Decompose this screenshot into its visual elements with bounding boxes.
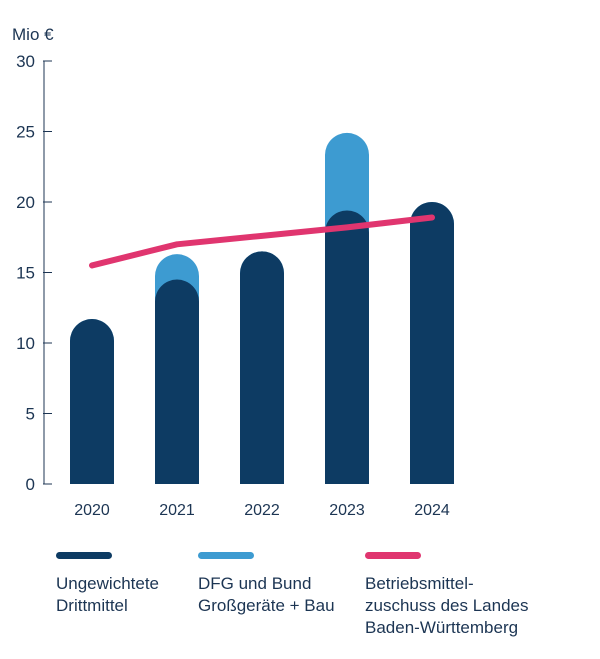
line-betriebsmittel: [89, 214, 435, 269]
legend-swatch-dfg-bund: [198, 552, 254, 559]
legend-label-drittmittel: Ungewichtete Drittmittel: [56, 574, 160, 615]
y-tick-label-30: 30: [16, 52, 35, 71]
x-tick-label-2022: 2022: [244, 502, 280, 519]
bar-drittmittel-2021: [155, 279, 199, 484]
legend-item-drittmittel: Ungewichtete Drittmittel: [56, 552, 159, 617]
y-tick-label-5: 5: [26, 405, 35, 424]
x-tick-label-2023: 2023: [329, 502, 365, 519]
legend-label-betriebsmittel: Betriebsmittel- zuschuss des Landes Bade…: [365, 574, 529, 637]
y-unit-label: Mio €: [12, 25, 54, 44]
y-tick-label-20: 20: [16, 193, 35, 212]
y-tick-label-10: 10: [16, 334, 35, 353]
bar-drittmittel-2024: [410, 202, 454, 484]
bar-drittmittel-2020: [70, 319, 114, 484]
legend-swatch-betriebsmittel: [365, 552, 421, 559]
x-tick-label-2021: 2021: [159, 502, 195, 519]
legend-item-betriebsmittel: Betriebsmittel- zuschuss des Landes Bade…: [365, 552, 529, 639]
bar-drittmittel-2023: [325, 210, 369, 484]
chart: Mio € 0 5 10 15 20 25 30 2020 2021 2022 2023 2024: [12, 25, 454, 519]
y-tick-label-0: 0: [26, 475, 35, 494]
legend-item-dfg-bund: DFG und Bund Großgeräte + Bau: [198, 552, 335, 617]
bar-drittmittel-2022: [240, 251, 284, 484]
y-tick-label-15: 15: [16, 264, 35, 283]
legend: Ungewichtete Drittmittel DFG und Bund Gr…: [0, 552, 600, 652]
legend-label-dfg-bund: DFG und Bund Großgeräte + Bau: [198, 574, 335, 615]
legend-swatch-drittmittel: [56, 552, 112, 559]
y-tick-label-25: 25: [16, 123, 35, 142]
x-tick-label-2024: 2024: [414, 502, 450, 519]
x-tick-label-2020: 2020: [74, 502, 110, 519]
